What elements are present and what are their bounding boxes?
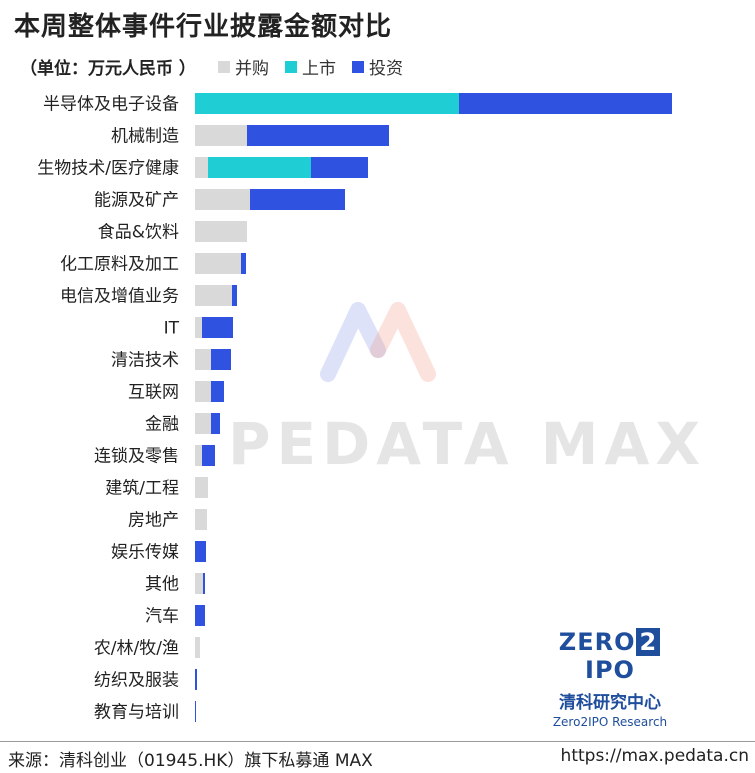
legend-item-merger: 并购 (218, 54, 269, 79)
category-label: 清洁技术 (111, 351, 179, 371)
legend-label-ipo: 上市 (302, 59, 336, 79)
category-label: 娱乐传媒 (111, 543, 179, 563)
bar-segment-merger (195, 285, 232, 306)
bar-segment-investment (202, 445, 215, 466)
brand-logo-left: ZERO (558, 628, 636, 656)
bar-segment-investment (459, 93, 672, 114)
legend-label-merger: 并购 (235, 59, 269, 79)
legend-swatch-investment (352, 60, 364, 73)
category-label: 教育与培训 (94, 703, 179, 723)
brand-name-cn: 清科研究中心 (559, 693, 661, 713)
footer-url: https://max.pedata.cn (560, 746, 749, 766)
watermark-text: PEDATA MAX (228, 410, 707, 478)
bar-segment-merger (195, 573, 203, 594)
bar-segment-merger (195, 253, 241, 274)
category-label: 机械制造 (111, 127, 179, 147)
category-label: 农/林/牧/渔 (94, 639, 179, 659)
category-label: 建筑/工程 (105, 479, 179, 499)
legend: 并购 上市 投资 (218, 54, 403, 79)
bar-segment-investment (195, 669, 197, 690)
category-label: 房地产 (128, 511, 179, 531)
footer-divider (0, 741, 755, 742)
brand-logo-mid: 2 (636, 628, 661, 656)
category-label: 汽车 (145, 607, 179, 627)
bar-segment-investment (311, 157, 368, 178)
bar-segment-merger (195, 509, 207, 530)
bar-segment-merger (195, 413, 211, 434)
bar-segment-merger (195, 349, 211, 370)
bar-segment-merger (195, 125, 247, 146)
bar-segment-merger (195, 381, 211, 402)
category-label: 金融 (145, 415, 179, 435)
category-label: 连锁及零售 (94, 447, 179, 467)
bar-chart: 半导体及电子设备机械制造生物技术/医疗健康能源及矿产食品&饮料化工原料及加工电信… (37, 93, 672, 723)
legend-item-investment: 投资 (352, 54, 403, 79)
brand-name-en: Zero2IPO Research (552, 715, 668, 729)
bar-segment-investment (195, 605, 205, 626)
bar-segment-investment (211, 381, 224, 402)
category-label: 纺织及服装 (94, 671, 179, 691)
category-label: 半导体及电子设备 (43, 95, 179, 115)
category-label: IT (164, 319, 180, 339)
bar-segment-investment (232, 285, 237, 306)
legend-label-investment: 投资 (369, 59, 403, 79)
brand-block: ZERO 2IPO 清科研究中心 Zero2IPO Research (545, 628, 675, 729)
bar-segment-merger (195, 189, 250, 210)
category-label: 互联网 (128, 383, 179, 403)
brand-logo-right: IPO (585, 656, 635, 684)
bar-segment-investment (202, 317, 233, 338)
bar-segment-ipo (195, 93, 459, 114)
bar-segment-investment (195, 541, 206, 562)
legend-item-ipo: 上市 (285, 54, 336, 79)
unit-label: （单位：万元人民币 ） (20, 59, 196, 79)
bar-segment-investment (211, 349, 231, 370)
bar-segment-merger (195, 477, 208, 498)
category-label: 电信及增值业务 (60, 287, 179, 307)
bar-segment-merger (195, 157, 208, 178)
watermark-logo-icon (320, 302, 436, 382)
chart-title: 本周整体事件行业披露金额对比 (14, 12, 393, 42)
bar-segment-investment (195, 701, 196, 722)
bar-segment-investment (203, 573, 205, 594)
bar-segment-investment (247, 125, 389, 146)
category-label: 生物技术/医疗健康 (37, 159, 179, 179)
bar-segment-investment (211, 413, 220, 434)
category-label: 化工原料及加工 (60, 255, 179, 275)
legend-swatch-merger (218, 60, 230, 73)
bar-segment-merger (195, 221, 247, 242)
bar-segment-ipo (208, 157, 311, 178)
bar-segment-merger (195, 637, 200, 658)
brand-logo: ZERO 2IPO (545, 628, 675, 684)
category-label: 其他 (145, 575, 179, 595)
bar-segment-merger (195, 317, 202, 338)
bar-segment-investment (250, 189, 345, 210)
legend-swatch-ipo (285, 60, 297, 73)
category-label: 食品&饮料 (98, 223, 179, 243)
bar-segment-merger (195, 445, 202, 466)
bar-segment-investment (241, 253, 246, 274)
category-label: 能源及矿产 (94, 191, 179, 211)
footer-source: 来源：清科创业（01945.HK）旗下私募通 MAX (8, 751, 373, 771)
